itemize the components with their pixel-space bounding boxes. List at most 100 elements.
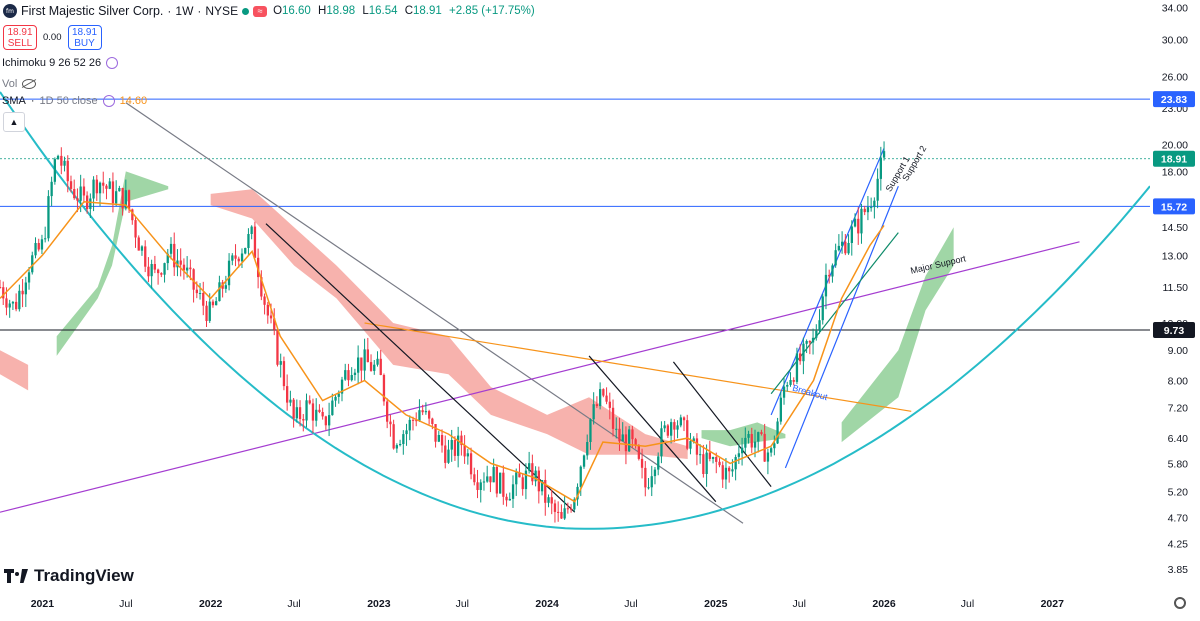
candle-body xyxy=(53,159,56,182)
candle-body xyxy=(495,467,498,494)
candle-body xyxy=(792,380,795,382)
candle-body xyxy=(308,400,311,404)
candle-body xyxy=(286,386,289,403)
candle-body xyxy=(644,467,647,488)
candle-body xyxy=(415,420,418,422)
candle-body xyxy=(760,432,763,434)
candle-body xyxy=(844,241,847,254)
candle-body xyxy=(666,425,669,436)
candle-body xyxy=(802,343,805,362)
candle-body xyxy=(40,239,44,250)
candle-body xyxy=(828,274,831,277)
refresh-icon[interactable] xyxy=(102,95,115,107)
candle-body xyxy=(634,439,637,446)
candle-body xyxy=(676,425,679,430)
candle-body xyxy=(382,375,386,402)
buy-price: 18.91 xyxy=(71,27,98,38)
candle-body xyxy=(279,361,282,365)
candle-body xyxy=(699,454,702,456)
candle-body xyxy=(782,386,786,398)
candle-body xyxy=(818,320,821,331)
buy-button[interactable]: 18.91 BUY xyxy=(67,25,102,50)
indicator-sma[interactable]: SMA · 1D 50 close 14.60 xyxy=(2,95,147,107)
candle-body xyxy=(679,417,682,426)
y-tick-label: 4.70 xyxy=(1168,513,1189,525)
candle-body xyxy=(366,349,369,363)
candle-body xyxy=(599,389,602,407)
candle-body xyxy=(579,466,582,487)
candle-body xyxy=(518,472,521,478)
candle-body xyxy=(56,155,60,160)
candle-body xyxy=(227,260,231,286)
candle-body xyxy=(799,353,802,362)
candle-body xyxy=(169,243,173,254)
candle-body xyxy=(482,481,486,483)
candle-body xyxy=(140,246,144,251)
candle-body xyxy=(392,424,395,449)
candle-body xyxy=(198,293,202,294)
sma-line xyxy=(0,201,885,503)
sell-button[interactable]: 18.91 SELL xyxy=(3,25,37,50)
candle-body xyxy=(770,448,773,453)
candle-body xyxy=(589,419,592,442)
indicator-volume[interactable]: Vol xyxy=(2,78,37,90)
interval[interactable]: 1W xyxy=(175,4,194,18)
candle-body xyxy=(295,407,298,419)
candle-body xyxy=(305,400,308,421)
level-price-label: 15.72 xyxy=(1161,201,1187,213)
trendline-major-support xyxy=(0,241,1080,513)
candle-body xyxy=(708,452,711,459)
candle-body xyxy=(728,467,731,472)
candle-body xyxy=(776,421,779,444)
refresh-icon[interactable] xyxy=(106,57,119,69)
candle-body xyxy=(324,416,327,426)
candle-body xyxy=(734,457,737,470)
candle-body xyxy=(34,243,37,256)
candle-body xyxy=(195,289,198,294)
trade-panel: 18.91 SELL 0.00 18.91 BUY xyxy=(3,25,102,50)
candle-body xyxy=(111,181,115,204)
settings-gear-icon[interactable] xyxy=(1174,597,1186,609)
candle-body xyxy=(521,477,524,490)
candle-body xyxy=(269,315,273,319)
hidden-eye-icon[interactable] xyxy=(22,79,37,89)
candle-body xyxy=(631,429,634,440)
candle-body xyxy=(660,428,663,457)
x-tick-label: Jul xyxy=(119,598,132,610)
candle-body xyxy=(663,425,666,429)
candle-body xyxy=(263,296,266,305)
candle-body xyxy=(157,269,160,274)
candle-body xyxy=(192,269,195,290)
candle-body xyxy=(860,208,863,234)
market-open-icon xyxy=(242,7,250,15)
y-tick-label: 7.20 xyxy=(1168,403,1189,415)
candle-body xyxy=(115,191,118,204)
candle-body xyxy=(60,155,63,166)
candle-body xyxy=(218,282,221,302)
level-price-tag xyxy=(1153,322,1195,339)
candle-body xyxy=(18,290,21,310)
candle-body xyxy=(189,267,192,270)
candle-body xyxy=(795,353,799,382)
candle-body xyxy=(686,420,689,449)
indicator-ichimoku[interactable]: Ichimoku 9 26 52 26 xyxy=(2,57,119,69)
candle-body xyxy=(363,349,366,371)
candle-body xyxy=(544,480,547,503)
candle-body xyxy=(44,238,47,240)
alert-badge-icon[interactable]: ≈ xyxy=(253,5,268,17)
candle-body xyxy=(657,456,660,470)
level-price-tag xyxy=(1153,198,1195,215)
candle-body xyxy=(824,274,828,297)
candle-body xyxy=(486,476,489,482)
candle-body xyxy=(711,457,715,459)
tradingview-mark-icon xyxy=(4,569,30,583)
candle-body xyxy=(650,476,653,488)
candle-body xyxy=(618,428,621,442)
y-tick-label: 30.00 xyxy=(1162,35,1188,47)
candle-body xyxy=(402,434,405,444)
candle-body xyxy=(753,441,757,448)
collapse-legend-button[interactable]: ▲ xyxy=(3,112,25,132)
candle-body xyxy=(102,182,105,186)
symbol-title[interactable]: First Majestic Silver Corp. xyxy=(21,4,164,18)
